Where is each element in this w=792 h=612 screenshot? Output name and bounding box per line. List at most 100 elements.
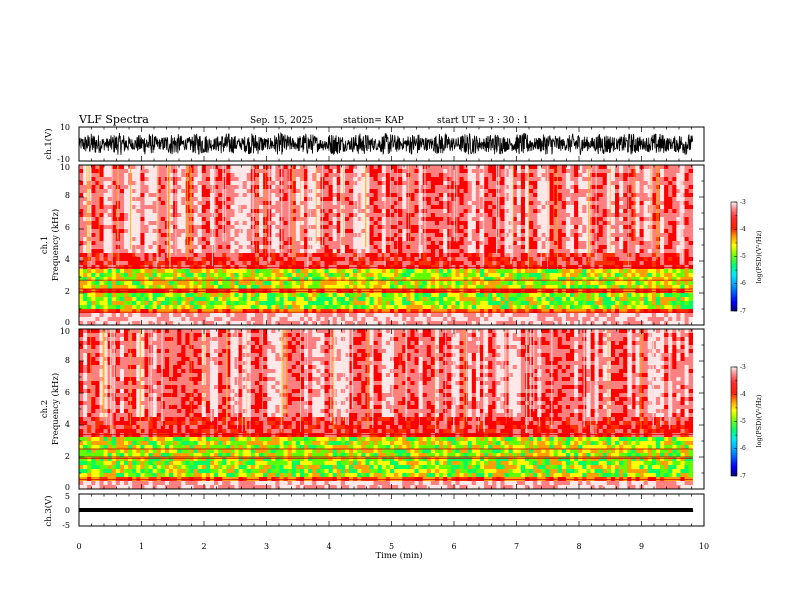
spectrogram-cell — [394, 237, 399, 242]
spectrogram-cell — [414, 277, 419, 282]
spectrogram-cell — [275, 321, 280, 326]
spectrogram-cell — [492, 213, 497, 218]
spectrogram-cell — [124, 189, 129, 194]
spectrogram-cell — [434, 273, 440, 278]
spectrogram-cell — [283, 189, 288, 194]
spectrogram-cell — [144, 313, 149, 318]
spectrogram-cell — [426, 293, 432, 298]
spectrogram-cell — [443, 285, 448, 290]
spectrogram-cell — [259, 197, 264, 202]
spectrogram-cell — [349, 213, 354, 218]
spectrogram-cell — [553, 193, 559, 198]
spectrogram-cell — [79, 221, 84, 226]
spectrogram-cell — [144, 273, 149, 278]
spectrogram-cell — [275, 261, 280, 266]
spectrogram-cell — [394, 197, 399, 202]
spectrogram-cell — [434, 317, 440, 322]
spectrogram-cell — [119, 205, 125, 210]
spectrogram-cell — [524, 177, 530, 182]
spectrogram-cell — [259, 245, 264, 250]
spectrogram-cell — [361, 273, 366, 278]
spectrogram-cell — [467, 233, 473, 238]
spectrogram-cell — [389, 209, 395, 214]
spectrogram-cell — [91, 305, 96, 310]
spectrogram-cell — [299, 237, 305, 242]
spectrogram-cell — [79, 241, 84, 246]
spectrogram-cell — [529, 253, 534, 258]
spectrogram-cell — [140, 197, 145, 202]
spectrogram-cell — [524, 209, 530, 214]
spectrogram-cell — [95, 197, 100, 202]
spectrogram-cell — [533, 225, 538, 230]
spectrogram-cell — [479, 281, 485, 286]
spectrogram-cell — [344, 305, 350, 310]
spectrogram-cell — [111, 297, 117, 302]
spectrogram-cell — [308, 273, 313, 278]
spectrogram-cell — [361, 277, 366, 282]
spectrogram-cell — [230, 165, 235, 170]
spectrogram-cell — [545, 313, 550, 318]
spectrogram-cell — [447, 313, 452, 318]
spectrogram-cell — [463, 221, 469, 226]
spectrogram-cell — [169, 193, 174, 198]
spectrogram-cell — [156, 249, 162, 254]
spectrogram-cell — [283, 309, 288, 314]
spectrogram-cell — [451, 201, 456, 206]
spectrogram-cell — [447, 273, 452, 278]
spectrogram-cell — [455, 209, 460, 214]
spectrogram-cell — [299, 309, 305, 314]
spectrogram-cell — [230, 281, 235, 286]
spectrogram-cell — [426, 173, 432, 178]
spectrogram-cell — [533, 317, 538, 322]
spectrogram-cell — [291, 209, 297, 214]
spectrogram-cell — [467, 241, 473, 246]
spectrogram-cell — [434, 313, 440, 318]
spectrogram-cell — [132, 245, 137, 250]
spectrogram-cell — [91, 217, 96, 222]
spectrogram-cell — [197, 281, 203, 286]
spectrogram-cell — [291, 229, 297, 234]
spectrogram-cell — [471, 173, 477, 178]
spectrogram-cell — [455, 185, 460, 190]
spectrogram-cell — [492, 321, 497, 326]
spectrogram-cell — [475, 221, 481, 226]
spectrogram-cell — [373, 257, 378, 262]
spectrogram-cell — [451, 257, 456, 262]
spectrogram-cell — [332, 257, 338, 262]
spectrogram-cell — [259, 217, 264, 222]
spectrogram-cell — [373, 321, 378, 326]
spectrogram-cell — [279, 285, 284, 290]
spectrogram-cell — [99, 245, 104, 250]
spectrogram-cell — [263, 205, 268, 210]
spectrogram-cell — [169, 237, 174, 242]
spectrogram-cell — [332, 249, 338, 254]
spectrogram-cell — [565, 301, 571, 306]
spectrogram-cell — [222, 253, 227, 258]
spectrogram-cell — [79, 197, 84, 202]
spectrogram-cell — [156, 177, 162, 182]
spectrogram-cell — [398, 305, 403, 310]
spectrogram-cell — [111, 321, 117, 326]
spectrogram-cell — [357, 241, 362, 246]
spectrogram-cell — [520, 201, 526, 206]
spectrogram-cell — [299, 241, 305, 246]
spectrogram-cell — [574, 317, 579, 322]
spectrogram-cell — [222, 221, 227, 226]
spectrogram-cell — [475, 237, 481, 242]
spectrogram-cell — [107, 217, 113, 222]
spectrogram-cell — [230, 193, 235, 198]
spectrogram-cell — [500, 181, 505, 186]
spectrogram-cell — [500, 233, 505, 238]
spectrogram-cell — [529, 229, 534, 234]
spectrogram-cell — [185, 277, 190, 282]
spectrogram-cell — [545, 277, 550, 282]
spectrogram-cell — [488, 293, 493, 298]
spectrogram-cell — [357, 225, 362, 230]
spectrogram-cell — [99, 273, 104, 278]
spectrogram-cell — [119, 293, 125, 298]
spectrogram-cell — [201, 277, 207, 282]
spectrogram-cell — [529, 225, 534, 230]
spectrogram-cell — [259, 201, 264, 206]
spectrogram-cell — [361, 225, 366, 230]
spectrogram-cell — [553, 233, 559, 238]
